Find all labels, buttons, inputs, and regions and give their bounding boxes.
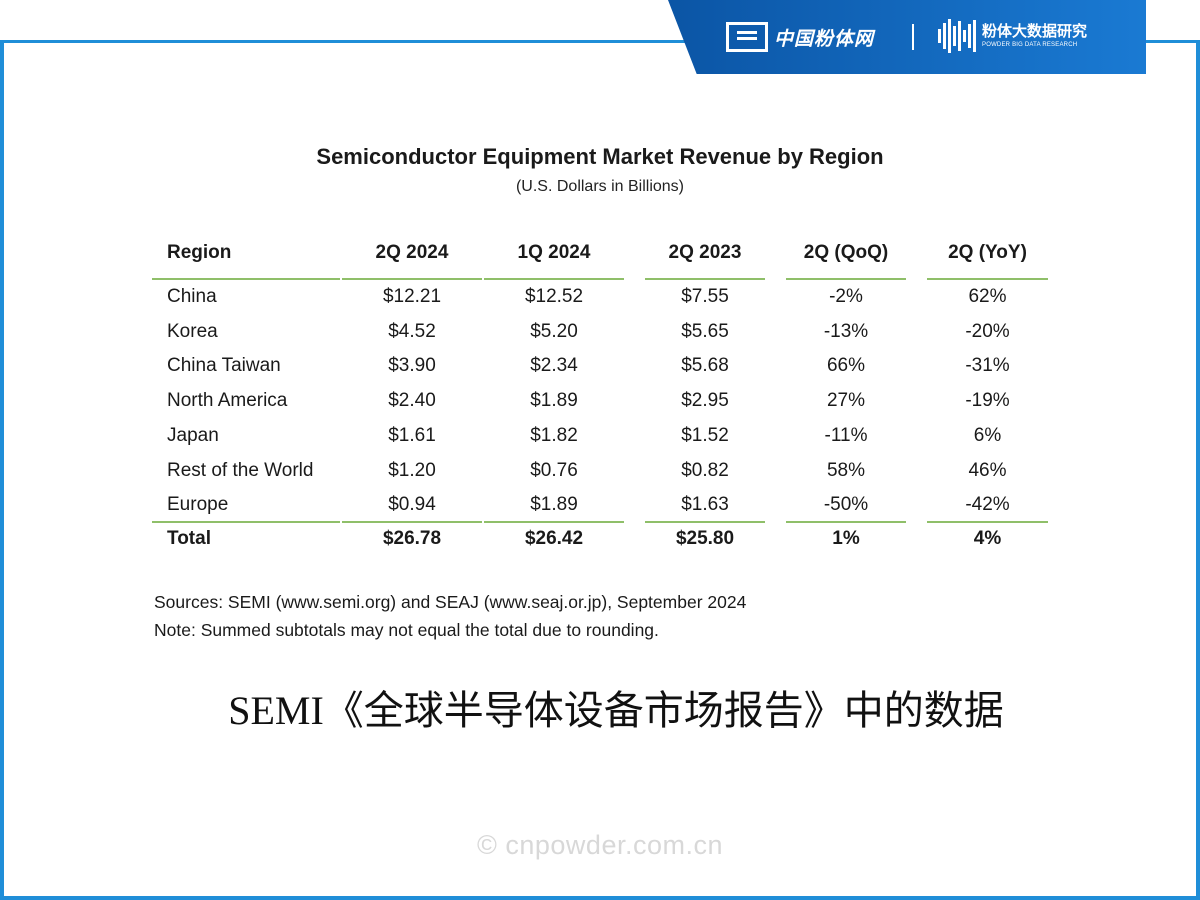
header-rule bbox=[927, 278, 1048, 280]
value-cell: $1.52 bbox=[681, 424, 729, 446]
value-cell: $2.40 bbox=[388, 390, 436, 412]
brand-divider bbox=[912, 24, 914, 50]
note-line: Note: Summed subtotals may not equal the… bbox=[154, 620, 659, 640]
value-cell: 62% bbox=[968, 286, 1007, 307]
value-cell: -19% bbox=[965, 390, 1010, 412]
value-cell: -11% bbox=[824, 424, 868, 446]
value-cell: $0.94 bbox=[388, 494, 436, 516]
value-cell: 6% bbox=[973, 424, 1002, 446]
brand-right-subtitle: POWDER BIG DATA RESEARCH bbox=[982, 42, 1078, 48]
total-rule bbox=[786, 521, 906, 523]
column-header: 1Q 2024 bbox=[517, 242, 591, 263]
value-cell: -20% bbox=[965, 320, 1010, 342]
total-value: $25.80 bbox=[675, 528, 735, 549]
region-cell: China Taiwan bbox=[167, 355, 281, 377]
region-cell: Rest of the World bbox=[167, 459, 314, 481]
value-cell: -31% bbox=[965, 355, 1010, 377]
value-cell: 58% bbox=[826, 459, 866, 481]
total-rule bbox=[342, 521, 482, 523]
brand-right-name: 粉体大数据研究 bbox=[982, 23, 1088, 40]
value-cell: -2% bbox=[829, 286, 863, 307]
value-cell: $5.65 bbox=[681, 320, 729, 342]
column-header: 2Q 2023 bbox=[668, 242, 742, 263]
value-cell: $1.20 bbox=[388, 459, 436, 481]
sources-line: Sources: SEMI (www.semi.org) and SEAJ (w… bbox=[154, 592, 747, 612]
value-cell: $5.68 bbox=[681, 355, 729, 377]
value-cell: $3.90 bbox=[388, 355, 436, 377]
region-cell: Japan bbox=[167, 424, 219, 446]
table-title: Semiconductor Equipment Market Revenue b… bbox=[316, 144, 884, 169]
value-cell: $1.82 bbox=[530, 424, 578, 446]
region-cell: North America bbox=[167, 390, 288, 412]
value-cell: $5.20 bbox=[530, 320, 578, 342]
value-cell: 46% bbox=[968, 459, 1007, 481]
value-cell: $1.61 bbox=[388, 424, 436, 446]
value-cell: -13% bbox=[823, 320, 869, 342]
bar-chart-icon bbox=[938, 18, 976, 54]
header-rule bbox=[342, 278, 482, 280]
header-rule bbox=[786, 278, 906, 280]
value-cell: $2.95 bbox=[681, 390, 729, 412]
slide-frame bbox=[0, 40, 1200, 900]
table-subtitle: (U.S. Dollars in Billions) bbox=[515, 178, 685, 195]
value-cell: $0.76 bbox=[530, 459, 578, 481]
header-rule bbox=[152, 278, 340, 280]
watermark: © cnpowder.com.cn bbox=[476, 830, 723, 860]
brand-left-name: 中国粉体网 bbox=[774, 28, 875, 50]
header-rule bbox=[484, 278, 624, 280]
value-cell: 66% bbox=[826, 355, 866, 377]
total-value: $26.42 bbox=[524, 528, 584, 549]
value-cell: $1.89 bbox=[530, 494, 578, 516]
column-header: 2Q (YoY) bbox=[948, 242, 1027, 263]
column-header: 2Q (QoQ) bbox=[803, 242, 889, 263]
big-data-logo: 粉体大数据研究 POWDER BIG DATA RESEARCH bbox=[938, 16, 1087, 56]
value-cell: $12.21 bbox=[382, 286, 442, 307]
value-cell: -42% bbox=[965, 494, 1010, 516]
sources-block: Sources: SEMI (www.semi.org) and SEAJ (w… bbox=[154, 588, 746, 644]
value-cell: -50% bbox=[823, 494, 869, 516]
brand-banner bbox=[668, 0, 1146, 74]
total-label: Total bbox=[167, 528, 211, 549]
total-rule bbox=[152, 521, 340, 523]
value-cell: $0.82 bbox=[681, 459, 729, 481]
region-cell: Europe bbox=[167, 494, 229, 516]
value-cell: $2.34 bbox=[530, 355, 578, 377]
cnpowder-logo: 中国粉体网 bbox=[726, 20, 874, 54]
value-cell: 27% bbox=[826, 390, 866, 412]
value-cell: $1.89 bbox=[530, 390, 578, 412]
total-value: 4% bbox=[973, 528, 1002, 549]
region-cell: Korea bbox=[167, 320, 218, 342]
total-rule bbox=[645, 521, 765, 523]
column-header: 2Q 2024 bbox=[375, 242, 449, 263]
value-cell: $7.55 bbox=[681, 286, 729, 307]
region-cell: China bbox=[167, 286, 217, 307]
total-rule bbox=[927, 521, 1048, 523]
total-value: $26.78 bbox=[382, 528, 442, 549]
column-header: Region bbox=[167, 242, 232, 263]
total-rule bbox=[484, 521, 624, 523]
header-rule bbox=[645, 278, 765, 280]
total-value: 1% bbox=[832, 528, 860, 549]
cnpowder-logo-icon bbox=[726, 22, 768, 52]
chinese-caption: SEMI《全球半导体设备市场报告》中的数据 bbox=[228, 688, 1004, 733]
value-cell: $4.52 bbox=[388, 320, 436, 342]
value-cell: $1.63 bbox=[681, 494, 729, 516]
value-cell: $12.52 bbox=[524, 286, 584, 307]
